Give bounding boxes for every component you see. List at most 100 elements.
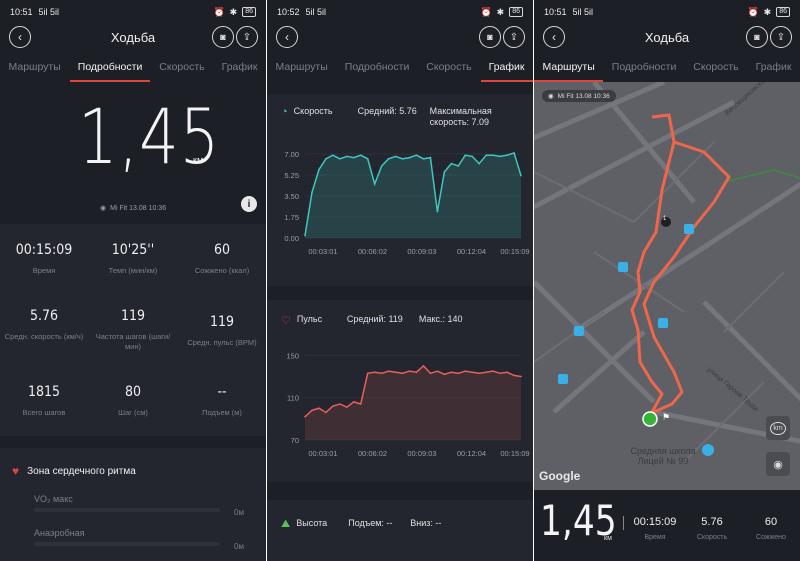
share-button[interactable]: ⇪	[236, 26, 258, 48]
data-point	[366, 372, 369, 375]
stat-label: Сожжено (ккал)	[194, 266, 250, 275]
map-road	[683, 381, 765, 463]
data-point	[387, 158, 390, 160]
camera-button[interactable]: ◙	[746, 26, 768, 48]
x-tick-label: 00:15:09	[500, 449, 529, 458]
pulse-avg: Средний: 119	[346, 314, 403, 324]
data-point	[304, 234, 306, 237]
back-button[interactable]: ‹	[9, 26, 31, 48]
bus-stop-icon	[558, 374, 568, 384]
km-toggle-button[interactable]: km	[766, 416, 790, 440]
series-line	[304, 151, 522, 236]
bus-stop-icon	[658, 318, 668, 328]
visibility-toggle-button[interactable]: ◉	[766, 452, 790, 476]
bus-stop-icon	[618, 262, 628, 272]
speed-card: ◔ Скорость Средний: 5.76 Максимальная ск…	[267, 94, 533, 286]
share-icon: ⇪	[776, 31, 786, 43]
stat-steps: 1815 Всего шагов	[0, 384, 88, 418]
camera-button[interactable]: ◙	[479, 26, 501, 48]
source-text: Mi Fit 13.08 10:36	[110, 204, 167, 212]
app-header: ‹ ◙ ⇪	[267, 24, 533, 50]
tab-graph[interactable]: График	[221, 61, 258, 73]
alarm-icon: ⏰	[213, 6, 225, 17]
stats-grid: 00:15:09 Время 10'25'' Темп (мин/км) 60 Сож…	[0, 224, 266, 436]
signal-icon: 5il 5il	[305, 7, 327, 17]
share-button[interactable]: ⇪	[503, 26, 525, 48]
distance-value: 1,45	[78, 92, 221, 181]
y-tick-label: 1.75	[284, 213, 299, 222]
back-button[interactable]: ‹	[276, 26, 298, 48]
tab-routes[interactable]: Маршруты	[534, 53, 604, 82]
speed-chart: 0.00 1.75 3.50 5.25 7.00 00:03:01 00:06:02 00:0…	[284, 150, 529, 256]
tab-graph[interactable]: График	[480, 53, 533, 82]
status-time: 10:51	[544, 7, 567, 17]
camera-icon: ◙	[754, 32, 760, 42]
tab-routes[interactable]: Маршруты	[8, 61, 61, 73]
tab-details[interactable]: Подробности	[69, 53, 150, 82]
info-button[interactable]: i	[241, 196, 257, 212]
zone-bar	[34, 508, 220, 512]
tab-speed[interactable]: Скорость	[159, 61, 205, 73]
camera-icon: ◙	[487, 32, 493, 42]
pulse-card-header: ♡ Пульс Средний: 119 Макс.: 140	[281, 314, 463, 327]
series-area	[305, 152, 521, 238]
stat-value: 119	[209, 314, 235, 330]
zone-row: Анаэробная 0м	[34, 528, 254, 551]
data-point	[311, 191, 313, 194]
back-button[interactable]: ‹	[543, 26, 565, 48]
series-area	[305, 365, 521, 440]
data-point	[464, 154, 467, 156]
tab-details[interactable]: Подробности	[344, 61, 410, 73]
stat-cadence: 119 Частота шагов (шаги/мин)	[89, 308, 177, 352]
data-point	[457, 165, 460, 167]
route-map[interactable]: ◉ Mi Fit 13.08 10:36 1 ⚑ Средняя школа Ли…	[534, 82, 800, 490]
summary-calories: 60 Сожжено	[746, 516, 796, 541]
data-point	[408, 156, 411, 159]
summary-speed: 5.76 Скорость	[690, 516, 734, 541]
data-point	[492, 370, 494, 372]
camera-button[interactable]: ◙	[212, 26, 234, 48]
data-point	[443, 373, 446, 376]
page-title: Ходьба	[110, 29, 156, 45]
stat-avg-pulse: 119 Средн. пульс (BPM)	[178, 314, 266, 348]
stat-label: Средн. скорость (км/ч)	[4, 332, 84, 341]
data-point	[325, 158, 327, 160]
stat-label: Средн. пульс (BPM)	[187, 338, 257, 347]
status-bar: 10:51 5il 5il ⏰ ✱ 86	[534, 0, 800, 24]
data-point	[478, 372, 480, 375]
data-point	[373, 371, 376, 374]
data-point	[429, 372, 432, 375]
map-road	[702, 300, 800, 402]
tab-speed[interactable]: Скорость	[426, 61, 472, 73]
tab-speed[interactable]: Скорость	[693, 61, 739, 73]
summary-time: 00:15:09 Время	[630, 516, 680, 541]
data-point	[443, 171, 446, 173]
zone-row: VO₂ макс 0м	[34, 494, 254, 517]
tab-routes[interactable]: Маршруты	[275, 61, 328, 73]
height-up: Подъем: --	[348, 518, 393, 528]
zone-bar	[34, 542, 220, 546]
bluetooth-icon: ✱	[229, 6, 238, 17]
speed-max: Максимальная скорость: 7.09	[429, 106, 492, 127]
chevron-left-icon: ‹	[552, 30, 556, 44]
tab-graph[interactable]: График	[755, 61, 792, 73]
y-tick-label: 3.50	[284, 192, 299, 201]
stat-value: 00:15:09	[15, 242, 73, 258]
share-button[interactable]: ⇪	[770, 26, 792, 48]
data-point	[471, 155, 474, 158]
divider	[623, 516, 624, 530]
status-bar: 10:52 5il 5il ⏰ ✱ 86	[267, 0, 533, 24]
tab-details[interactable]: Подробности	[611, 61, 677, 73]
data-point	[380, 372, 383, 375]
hr-zone-title: ♥ Зона сердечного ритма	[12, 464, 136, 478]
data-point	[422, 158, 425, 160]
chevron-left-icon: ‹	[18, 30, 22, 44]
map-road	[534, 280, 656, 404]
stat-label: Время	[32, 266, 56, 275]
x-tick-label: 00:15:09	[500, 247, 529, 256]
x-tick-label: 00:06:02	[358, 449, 387, 458]
summary-bar: 1,45 км 00:15:09 Время 5.76 Скорость 60 Сож…	[534, 490, 800, 561]
data-point	[520, 375, 522, 378]
km-marker	[661, 217, 671, 227]
stat-value: 5.76	[29, 308, 59, 324]
